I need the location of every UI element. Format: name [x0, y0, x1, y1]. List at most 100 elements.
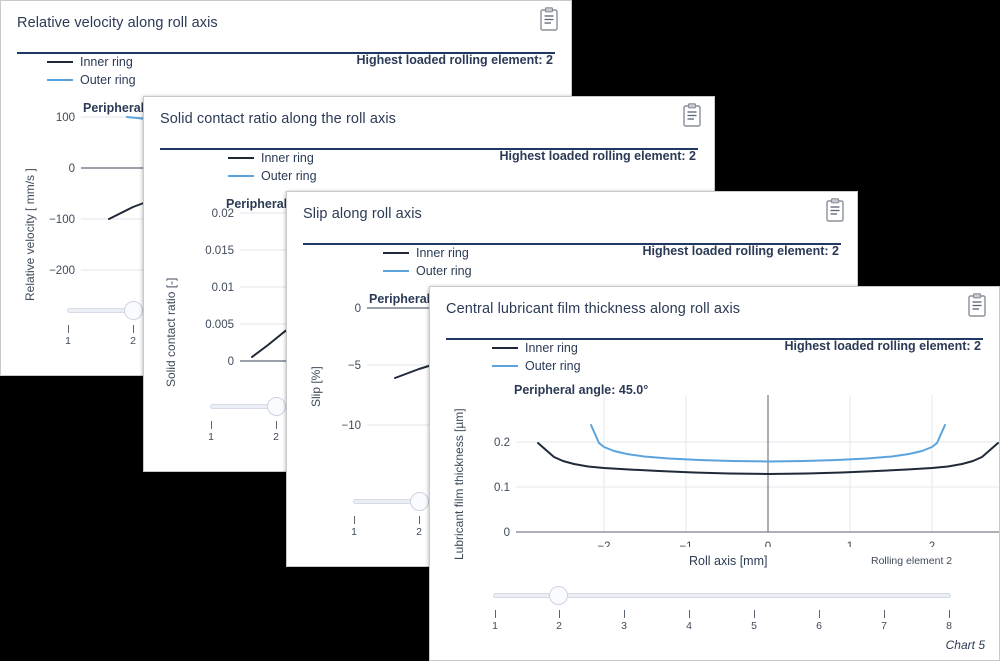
legend-swatch-outer-ring [47, 79, 73, 81]
slider-tick [949, 610, 950, 618]
title-divider [446, 338, 983, 340]
window-title: Slip along roll axis [303, 206, 422, 222]
legend-label-inner-ring: Inner ring [261, 151, 314, 165]
legend-item-outer-ring: Outer ring [47, 71, 136, 89]
window-header: Slip along roll axis [287, 192, 857, 236]
rolling-element-slider[interactable]: 1 2 3 4 5 6 7 8 [492, 586, 952, 636]
title-divider [17, 52, 555, 54]
plot-area: 0.2 0.1 0 −2 −1 0 1 2 [494, 395, 999, 547]
legend-item-inner-ring: Inner ring [47, 53, 136, 71]
rolling-element-label: Rolling element 2 [871, 555, 953, 567]
svg-text:0.005: 0.005 [205, 319, 234, 331]
legend-label-outer-ring: Outer ring [80, 73, 136, 87]
svg-text:−2: −2 [597, 541, 610, 547]
slider-tick-label: 4 [686, 620, 692, 632]
slider-tick [354, 516, 355, 524]
clipboard-icon[interactable] [967, 293, 987, 317]
y-axis-label: Solid contact ratio [-] [164, 277, 178, 387]
chart-legend: Inner ring Outer ring [383, 244, 472, 280]
svg-text:0.02: 0.02 [212, 208, 234, 220]
slider-tick [559, 610, 560, 618]
window-header: Relative velocity along roll axis [1, 1, 571, 45]
slider-tick [819, 610, 820, 618]
title-divider [303, 243, 841, 245]
svg-text:0.2: 0.2 [494, 437, 510, 449]
svg-text:0: 0 [765, 541, 771, 547]
slider-tick [133, 325, 134, 333]
slider-tick [211, 421, 212, 429]
window-header: Central lubricant film thickness along r… [430, 287, 999, 331]
peripheral-angle-label: Peripheral angle: 45.0° [514, 383, 649, 397]
slider-track[interactable] [493, 593, 951, 598]
legend-label-inner-ring: Inner ring [80, 55, 133, 69]
slider-tick-label: 2 [273, 431, 279, 443]
slider-tick-label: 6 [816, 620, 822, 632]
clipboard-icon[interactable] [539, 7, 559, 31]
y-axis-label: Relative velocity [ mm/s ] [23, 168, 37, 301]
svg-text:−100: −100 [49, 214, 75, 226]
legend-swatch-outer-ring [492, 365, 518, 367]
legend-item-inner-ring: Inner ring [228, 149, 317, 167]
y-axis-label: Slip [%] [309, 366, 323, 407]
title-divider [160, 148, 698, 150]
legend-label-inner-ring: Inner ring [416, 246, 469, 260]
clipboard-icon[interactable] [825, 198, 845, 222]
legend-label-inner-ring: Inner ring [525, 341, 578, 355]
highest-loaded-rolling-element: Highest loaded rolling element: 2 [784, 339, 981, 353]
chart-legend: Inner ring Outer ring [492, 339, 581, 375]
svg-text:−1: −1 [679, 541, 692, 547]
legend-swatch-inner-ring [492, 347, 518, 349]
slider-tick [624, 610, 625, 618]
slider-tick-label: 5 [751, 620, 757, 632]
svg-text:1: 1 [847, 541, 853, 547]
slider-tick [68, 325, 69, 333]
slider-tick [754, 610, 755, 618]
svg-text:−5: −5 [348, 360, 361, 372]
slider-tick-label: 1 [351, 526, 357, 538]
slider-handle[interactable] [267, 397, 286, 416]
slider-tick-label: 2 [130, 335, 136, 347]
legend-swatch-inner-ring [383, 252, 409, 254]
highest-loaded-rolling-element: Highest loaded rolling element: 2 [499, 149, 696, 163]
slider-tick-label: 2 [556, 620, 562, 632]
x-axis-label: Roll axis [mm] [689, 554, 768, 568]
legend-swatch-outer-ring [228, 175, 254, 177]
highest-loaded-rolling-element: Highest loaded rolling element: 2 [356, 53, 553, 67]
slider-tick-label: 1 [65, 335, 71, 347]
svg-text:0: 0 [228, 356, 234, 368]
slider-handle[interactable] [410, 492, 429, 511]
slider-tick-label: 8 [946, 620, 952, 632]
slider-tick-label: 2 [416, 526, 422, 538]
slider-tick-label: 1 [492, 620, 498, 632]
legend-swatch-outer-ring [383, 270, 409, 272]
legend-item-outer-ring: Outer ring [383, 262, 472, 280]
legend-label-outer-ring: Outer ring [525, 359, 581, 373]
chart-legend: Inner ring Outer ring [47, 53, 136, 89]
legend-label-outer-ring: Outer ring [416, 264, 472, 278]
slider-handle[interactable] [124, 301, 143, 320]
window-title: Relative velocity along roll axis [17, 15, 218, 31]
clipboard-icon[interactable] [682, 103, 702, 127]
legend-swatch-inner-ring [228, 157, 254, 159]
slider-handle[interactable] [549, 586, 568, 605]
legend-item-inner-ring: Inner ring [492, 339, 581, 357]
slider-tick [495, 610, 496, 618]
chart-number-label: Chart 5 [945, 638, 985, 652]
svg-text:0.1: 0.1 [494, 482, 510, 494]
svg-text:0: 0 [355, 303, 361, 315]
svg-text:0: 0 [504, 527, 510, 539]
slider-tick-label: 7 [881, 620, 887, 632]
slider-tick [276, 421, 277, 429]
legend-item-outer-ring: Outer ring [228, 167, 317, 185]
legend-item-outer-ring: Outer ring [492, 357, 581, 375]
window-central-lubricant-film-thickness[interactable]: Central lubricant film thickness along r… [429, 286, 1000, 661]
slider-tick [884, 610, 885, 618]
svg-text:0: 0 [69, 163, 75, 175]
legend-label-outer-ring: Outer ring [261, 169, 317, 183]
legend-swatch-inner-ring [47, 61, 73, 63]
svg-text:0.01: 0.01 [212, 282, 234, 294]
window-title: Central lubricant film thickness along r… [446, 301, 741, 317]
highest-loaded-rolling-element: Highest loaded rolling element: 2 [642, 244, 839, 258]
slider-tick [419, 516, 420, 524]
